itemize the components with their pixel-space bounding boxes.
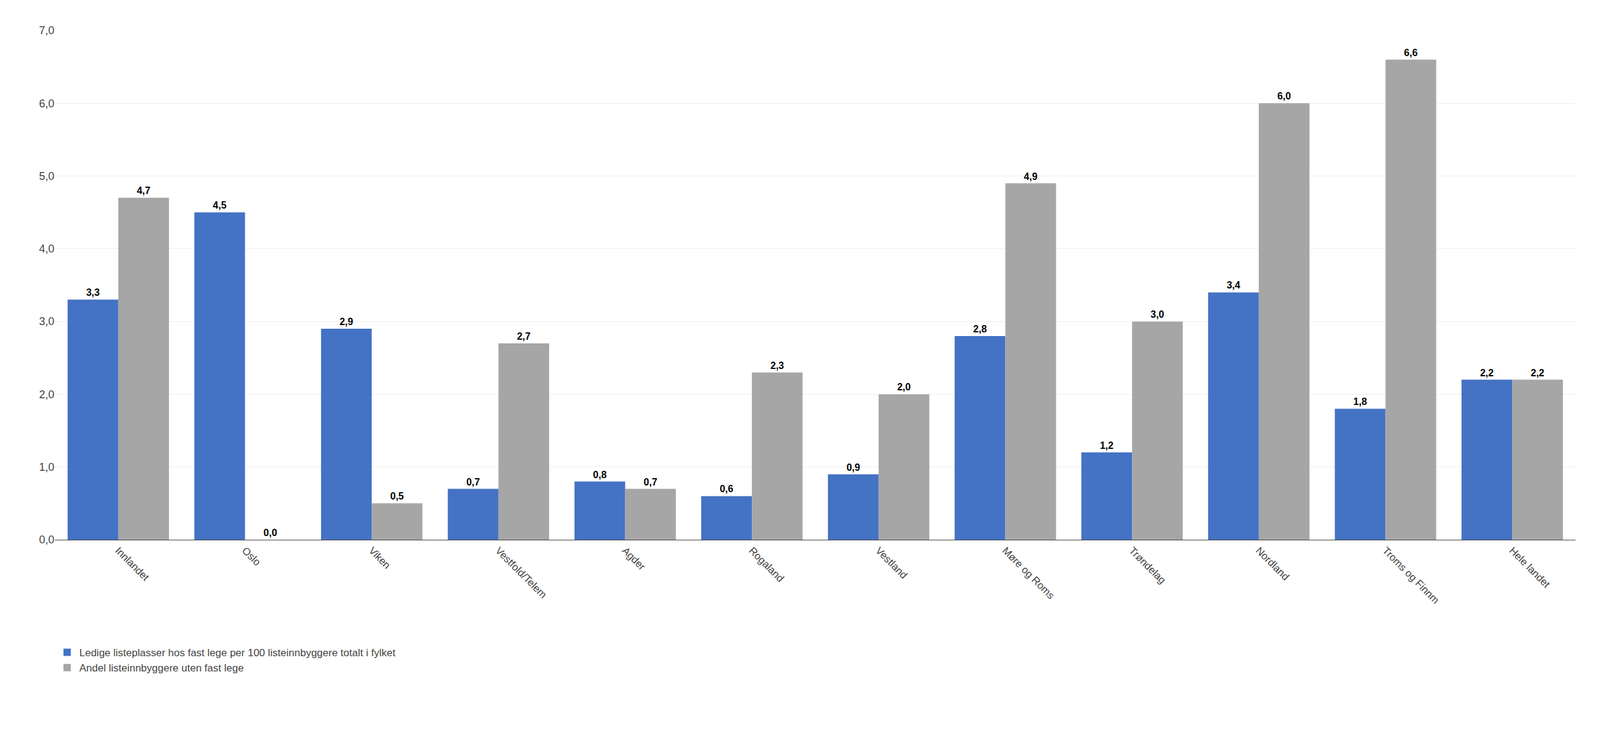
svg-text:Troms og Finnm: Troms og Finnm (1380, 544, 1442, 606)
svg-text:0,0: 0,0 (263, 527, 278, 539)
svg-text:Vestfold/Telem: Vestfold/Telem (493, 544, 550, 602)
svg-text:4,9: 4,9 (1023, 171, 1038, 182)
svg-text:3,0: 3,0 (1150, 309, 1165, 320)
svg-text:2,2: 2,2 (1531, 367, 1545, 379)
svg-text:Nordland: Nordland (1253, 544, 1292, 583)
svg-text:0,7: 0,7 (466, 477, 480, 488)
svg-text:Viken: Viken (366, 544, 393, 572)
svg-text:2,0: 2,0 (897, 381, 911, 393)
svg-text:2,8: 2,8 (973, 324, 987, 335)
svg-text:7,0: 7,0 (39, 24, 55, 37)
svg-text:6,0: 6,0 (1277, 90, 1291, 102)
svg-text:0,8: 0,8 (593, 469, 607, 481)
svg-text:Andel listeinnbyggere uten fas: Andel listeinnbyggere uten fast lege (79, 662, 244, 675)
svg-text:Trøndelag: Trøndelag (1126, 544, 1168, 587)
svg-text:5,0: 5,0 (39, 170, 55, 183)
svg-text:3,4: 3,4 (1226, 280, 1240, 291)
svg-text:6,6: 6,6 (1404, 47, 1418, 58)
svg-text:Møre og Roms: Møre og Roms (1000, 544, 1057, 602)
svg-text:2,2: 2,2 (1479, 367, 1494, 379)
svg-text:0,7: 0,7 (643, 477, 658, 488)
svg-text:4,0: 4,0 (39, 242, 55, 256)
svg-text:Hele landet: Hele landet (1506, 544, 1552, 591)
svg-text:Vestland: Vestland (873, 544, 910, 582)
svg-text:2,3: 2,3 (770, 360, 785, 372)
svg-text:4,7: 4,7 (136, 185, 151, 196)
svg-text:2,7: 2,7 (516, 331, 531, 342)
svg-text:4,5: 4,5 (212, 200, 227, 211)
svg-text:0,0: 0,0 (39, 533, 55, 547)
svg-text:Oslo: Oslo (239, 544, 264, 569)
svg-text:2,9: 2,9 (339, 316, 353, 328)
svg-text:2,0: 2,0 (39, 388, 55, 401)
svg-text:1,2: 1,2 (1099, 440, 1114, 451)
svg-text:6,0: 6,0 (39, 97, 55, 110)
svg-text:Rogaland: Rogaland (746, 544, 786, 585)
svg-text:3,3: 3,3 (86, 287, 100, 298)
svg-text:3,0: 3,0 (39, 315, 55, 328)
svg-text:1,8: 1,8 (1353, 396, 1367, 408)
svg-text:Ledige listeplasser hos fast l: Ledige listeplasser hos fast lege per 10… (79, 647, 396, 660)
svg-text:0,6: 0,6 (719, 483, 733, 495)
svg-text:0,5: 0,5 (390, 491, 404, 502)
svg-text:Innlandet: Innlandet (112, 544, 152, 584)
svg-text:0,9: 0,9 (846, 462, 860, 473)
svg-text:1,0: 1,0 (39, 461, 55, 474)
svg-text:Agder: Agder (619, 544, 649, 573)
